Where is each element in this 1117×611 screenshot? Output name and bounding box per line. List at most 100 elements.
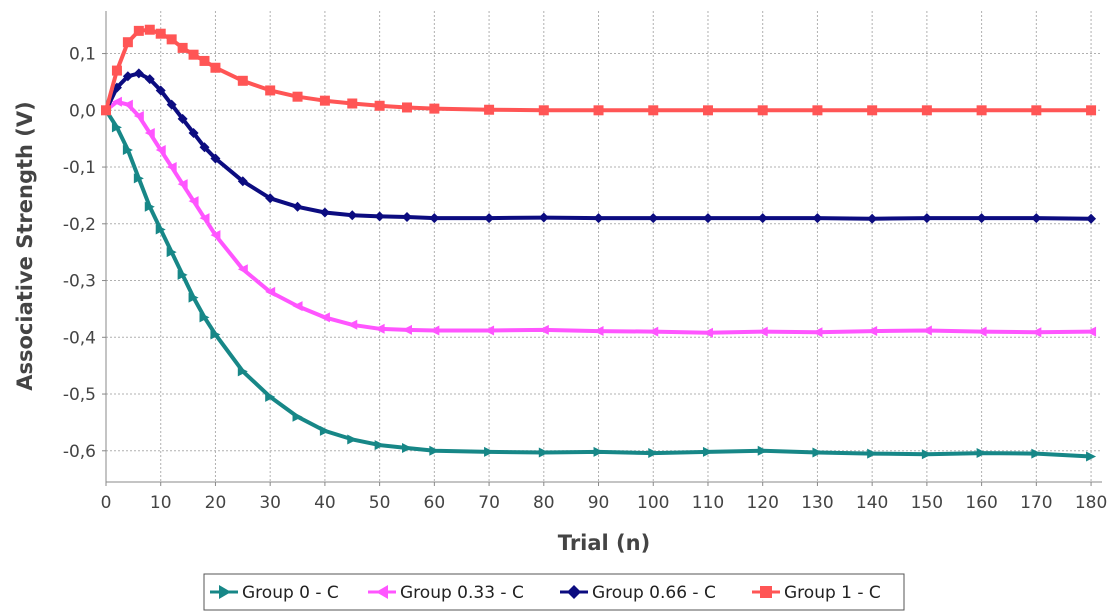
data-point xyxy=(177,269,188,280)
series-3 xyxy=(101,24,1097,116)
data-point xyxy=(593,446,604,457)
x-tick-label: 50 xyxy=(369,493,391,513)
data-point xyxy=(155,224,166,235)
legend-item-group-0: Group 0 - C xyxy=(210,583,339,603)
legend: Group 0 - C Group 0.33 - C Group 0.66 - … xyxy=(203,573,905,611)
data-point xyxy=(210,153,221,164)
data-point xyxy=(648,213,659,224)
legend-swatch-marker xyxy=(219,585,231,599)
y-tick-label: -0,3 xyxy=(63,272,96,292)
data-point xyxy=(429,103,440,114)
data-point xyxy=(538,324,549,335)
legend-swatch-marker xyxy=(567,585,581,599)
data-point xyxy=(237,366,248,377)
data-point xyxy=(166,247,177,258)
data-point xyxy=(1086,105,1097,116)
data-point xyxy=(199,213,210,224)
data-point xyxy=(429,325,440,336)
data-point xyxy=(538,105,549,116)
data-point xyxy=(401,324,412,335)
data-point xyxy=(133,25,144,36)
data-point xyxy=(757,105,768,116)
data-point xyxy=(593,326,604,337)
data-point xyxy=(976,326,987,337)
data-point xyxy=(484,104,495,115)
data-point xyxy=(1031,105,1042,116)
y-tick-label: -0,1 xyxy=(63,158,96,178)
data-point xyxy=(374,100,385,111)
data-point xyxy=(347,210,358,221)
data-point xyxy=(702,105,713,116)
series-0 xyxy=(101,105,1097,462)
data-point xyxy=(1086,326,1097,337)
data-point xyxy=(319,207,330,218)
series-1 xyxy=(101,96,1097,338)
data-point xyxy=(199,312,210,323)
data-point xyxy=(144,74,155,85)
data-point xyxy=(757,213,768,224)
data-point xyxy=(429,213,440,224)
data-point xyxy=(374,323,385,334)
data-point xyxy=(702,213,713,224)
data-point xyxy=(177,42,188,53)
legend-item-group-1: Group 1 - C xyxy=(752,583,881,603)
series-2 xyxy=(101,68,1097,224)
data-point xyxy=(484,325,495,336)
data-point xyxy=(319,425,330,436)
data-point xyxy=(976,105,987,116)
data-point xyxy=(199,55,210,66)
data-point xyxy=(538,212,549,223)
x-tick-label: 160 xyxy=(965,493,997,513)
data-point xyxy=(593,105,604,116)
data-point xyxy=(155,85,166,96)
data-point xyxy=(144,201,155,212)
data-point xyxy=(401,102,412,113)
data-point xyxy=(122,71,133,82)
data-point xyxy=(292,201,303,212)
x-tick-label: 20 xyxy=(205,493,227,513)
data-point xyxy=(122,37,133,48)
data-point xyxy=(812,105,823,116)
data-point xyxy=(292,91,303,102)
data-point xyxy=(133,173,144,184)
data-point xyxy=(812,447,823,458)
x-tick-label: 90 xyxy=(588,493,610,513)
data-point xyxy=(867,105,878,116)
data-point xyxy=(702,446,713,457)
data-point xyxy=(188,292,199,303)
data-point xyxy=(757,445,768,456)
data-point xyxy=(237,264,248,275)
legend-label-group-066: Group 0.66 - C xyxy=(592,583,716,603)
data-point xyxy=(166,162,177,173)
y-tick-label: -0,2 xyxy=(63,215,96,235)
x-tick-label: 60 xyxy=(424,493,446,513)
data-point xyxy=(812,327,823,338)
data-point xyxy=(1086,451,1097,462)
data-point xyxy=(237,176,248,187)
data-point xyxy=(374,211,385,222)
x-tick-label: 180 xyxy=(1075,493,1107,513)
legend-label-group-0: Group 0 - C xyxy=(242,583,339,603)
data-point xyxy=(976,448,987,459)
data-point xyxy=(648,448,659,459)
data-point xyxy=(484,213,495,224)
legend-item-group-066: Group 0.66 - C xyxy=(560,583,716,603)
data-point xyxy=(177,179,188,190)
data-point xyxy=(111,65,122,76)
data-point xyxy=(188,196,199,207)
legend-box xyxy=(203,573,905,611)
data-point xyxy=(210,329,221,340)
data-point xyxy=(976,213,987,224)
y-tick-label: -0,6 xyxy=(63,442,96,462)
data-point xyxy=(648,105,659,116)
data-point xyxy=(484,446,495,457)
data-point xyxy=(1086,213,1097,224)
series xyxy=(101,24,1097,462)
data-point xyxy=(101,105,111,116)
x-tick-label: 70 xyxy=(478,493,500,513)
data-point xyxy=(177,113,188,124)
y-axis-title: Associative Strength (V) xyxy=(13,101,37,390)
data-point xyxy=(921,213,932,224)
x-tick-label: 110 xyxy=(692,493,724,513)
